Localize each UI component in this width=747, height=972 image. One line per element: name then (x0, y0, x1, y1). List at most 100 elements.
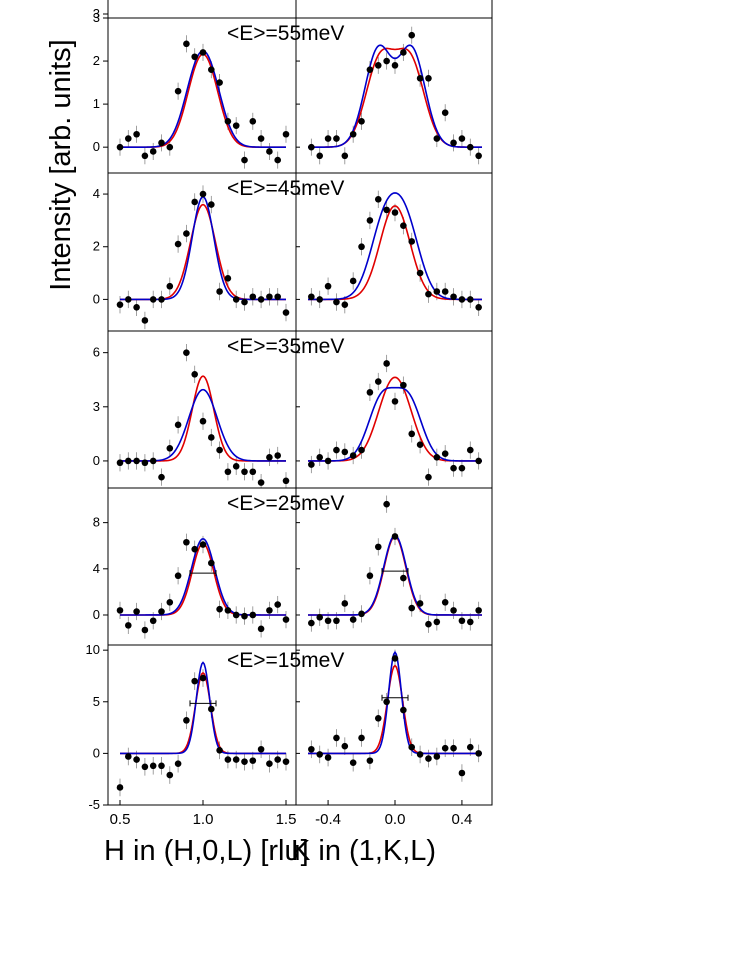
fit-curve-red (120, 542, 286, 616)
data-point (199, 417, 207, 425)
y-tick-label: 4 (93, 561, 100, 576)
data-point (166, 598, 174, 606)
data-point (383, 57, 390, 65)
data-point (441, 744, 449, 752)
data-point (383, 360, 390, 367)
data-point (433, 288, 441, 295)
x-tick-label-right: 0.0 (385, 811, 406, 828)
panel-energy-label: <E>=25meV (227, 492, 344, 515)
x-tick-label-right: -0.4 (315, 811, 341, 828)
data-point (400, 49, 407, 56)
data-point (425, 290, 432, 298)
data-point (408, 743, 416, 751)
data-point (208, 705, 215, 713)
data-point (174, 760, 182, 768)
data-point (475, 304, 482, 311)
x-tick-label-left: 0.5 (110, 811, 131, 828)
data-point (199, 49, 207, 56)
data-point (333, 135, 340, 142)
data-point (358, 118, 365, 125)
data-point (425, 620, 432, 628)
data-point (416, 441, 424, 448)
data-point (282, 309, 290, 316)
data-point (458, 135, 466, 142)
data-point (282, 477, 290, 485)
data-point (224, 118, 232, 125)
panel-4: 0 4 8 <E>=25meV (93, 487, 493, 646)
data-point (149, 762, 157, 770)
data-point (366, 66, 374, 73)
data-point (174, 240, 182, 248)
data-point (466, 296, 474, 303)
data-point (158, 473, 165, 481)
data-point (257, 135, 265, 142)
data-point (133, 304, 140, 311)
data-point (308, 143, 315, 151)
data-point (241, 156, 248, 164)
data-point (274, 452, 282, 459)
panel-right-plot (308, 190, 482, 316)
data-point (149, 617, 157, 625)
chart-panels: 3 0 1 2 3 <E>=55meV 0 2 4 <E>=45meV 0 3 6 <E>=35meV 0 4… (86, 0, 493, 812)
data-point (391, 533, 399, 540)
fit-curve-blue (120, 388, 286, 462)
data-point (133, 756, 140, 763)
data-point (341, 742, 349, 750)
data-point (216, 446, 223, 454)
data-point (400, 706, 407, 714)
data-point (149, 148, 157, 155)
data-point (232, 756, 240, 763)
y-tick-label: 5 (93, 694, 100, 709)
data-point (183, 40, 190, 48)
y-tick-label: 3 (93, 399, 100, 414)
data-point (183, 717, 190, 724)
data-point (475, 750, 482, 757)
y-tick-label: 0 (93, 291, 100, 306)
data-point (408, 604, 416, 612)
data-point (224, 756, 232, 763)
data-point (116, 784, 124, 791)
data-point (450, 744, 457, 752)
y-tick-label: -5 (88, 797, 100, 812)
data-point (191, 53, 198, 61)
data-point (282, 616, 290, 623)
fit-curve-blue (308, 534, 482, 616)
data-point (116, 301, 124, 308)
data-point (324, 754, 332, 761)
data-point (166, 771, 174, 779)
data-point (366, 217, 374, 224)
panel-left-plot (116, 185, 290, 330)
data-point (208, 434, 215, 441)
data-point (274, 601, 282, 608)
data-point (257, 745, 265, 753)
data-point (308, 619, 315, 627)
data-point (433, 454, 441, 461)
data-point (116, 459, 124, 467)
data-point (366, 572, 374, 580)
data-point (224, 468, 232, 476)
data-point (141, 317, 149, 324)
data-point (241, 468, 248, 476)
data-point (166, 282, 174, 290)
data-point (174, 572, 182, 580)
fit-curve-red (308, 535, 482, 616)
data-point (416, 74, 424, 82)
data-point (149, 296, 157, 303)
y-tick-label: 1 (93, 96, 100, 111)
data-point (183, 230, 190, 237)
data-point (408, 430, 416, 438)
data-point (316, 751, 324, 758)
data-point (174, 421, 182, 429)
panel-3: 0 3 6 <E>=35meV (93, 330, 493, 489)
data-point (433, 618, 441, 626)
data-point (349, 759, 357, 766)
data-point (232, 463, 240, 470)
data-point (199, 190, 207, 198)
data-point (133, 457, 140, 465)
y-tick-label: 8 (93, 515, 100, 530)
data-point (249, 757, 257, 764)
data-point (466, 143, 474, 151)
y-tick-label: 2 (93, 239, 100, 254)
